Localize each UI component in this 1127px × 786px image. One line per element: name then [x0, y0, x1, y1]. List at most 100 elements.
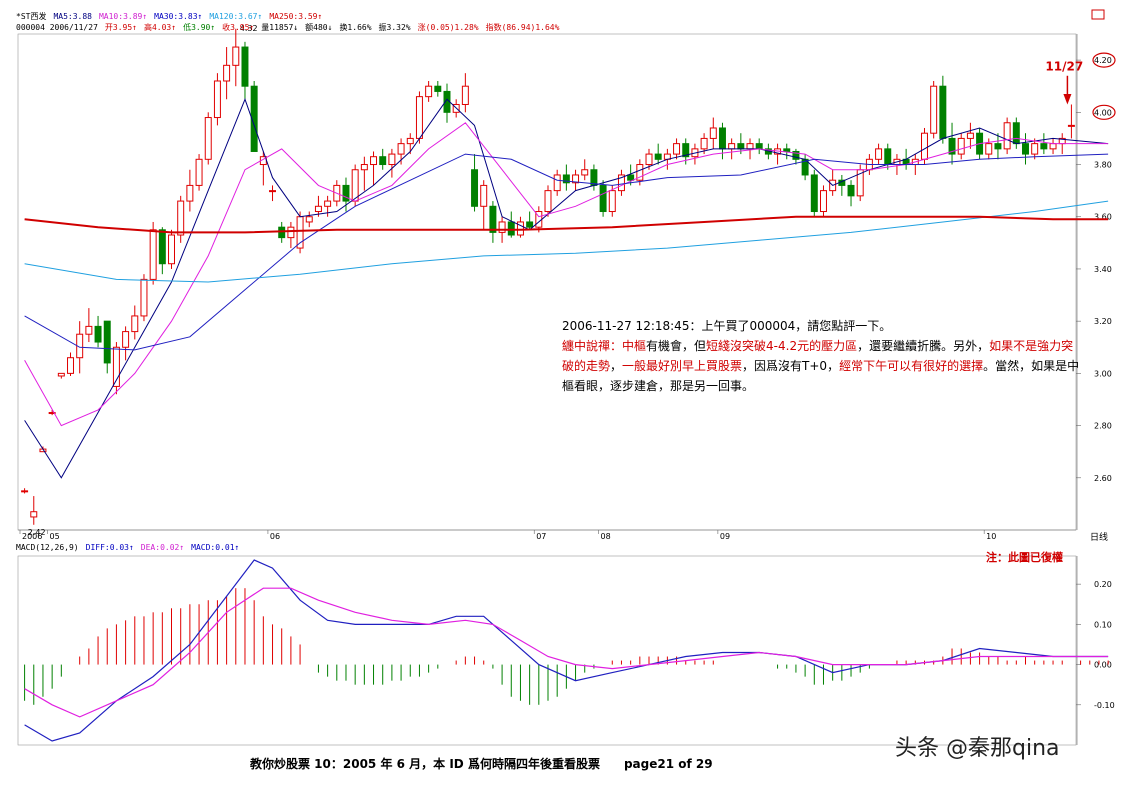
candle-body-55: [526, 221, 534, 228]
comment-segment-0: 纏中說禪：中樞: [562, 339, 647, 353]
header2-item-4: 收3.95↑: [222, 23, 255, 32]
header2-item-1: 开3.95↑: [104, 23, 137, 32]
comment-segment-6: 一般最好別早上買股票: [622, 359, 743, 373]
candle-body-37: [360, 164, 368, 171]
candle-body-51: [489, 205, 497, 233]
candle-body-39: [379, 156, 387, 166]
time-label-3: 07: [536, 532, 546, 541]
header2-item-2: 高4.03↑: [143, 23, 177, 32]
comment-segment-7: ，因爲沒有T+0，: [742, 359, 840, 373]
candle-body-61: [581, 169, 589, 176]
candle-body-67: [636, 164, 644, 181]
candle-body-79: [746, 143, 754, 150]
header2-item-0: 000004 2006/11/27: [16, 23, 98, 32]
candle-body-17: [177, 200, 185, 236]
period-label: 日线: [1090, 531, 1108, 543]
ma-line-ma30: [24, 153, 1109, 351]
low-price-label: 2.42: [28, 528, 46, 537]
price-tick-label-2: 3.80: [1094, 161, 1112, 170]
candle-body-76: [718, 127, 726, 150]
candle-body-10: [112, 346, 120, 387]
candle-body-4: [57, 372, 65, 377]
price-tick-label-8: 2.60: [1094, 474, 1112, 483]
price-tick-label-7: 2.80: [1094, 422, 1112, 431]
comment-segment-4: 如果不是強力突破的走勢: [562, 339, 1074, 373]
ma-line-ma5: [24, 97, 1109, 479]
candle-body-16: [168, 234, 175, 265]
candle-body-58: [553, 174, 561, 192]
candle-body-84: [792, 150, 800, 160]
candle-body-18: [186, 184, 194, 202]
ma-line-ma120: [24, 200, 1109, 283]
candle-body-29: [287, 226, 295, 239]
header1-item-0: *ST西发: [16, 12, 47, 21]
candle-body-77: [728, 143, 736, 150]
price-tick-label-4: 3.40: [1094, 265, 1112, 274]
candle-body-83: [783, 148, 791, 152]
candle-body-27: [269, 190, 277, 193]
indicator-header-line1: *ST西发 MA5:3.88 MA10:3.89↑ MA30:3.83↑ MA120:3…: [16, 12, 329, 22]
candle-body-102: [957, 137, 965, 155]
candle-body-8: [94, 325, 102, 343]
candle-body-105: [985, 143, 993, 155]
candle-body-22: [223, 64, 231, 82]
candle-body-53: [507, 221, 515, 236]
dea-line: [24, 587, 1109, 718]
candle-body-7: [85, 325, 93, 335]
candle-body-103: [966, 132, 974, 139]
macd-tick-label-2: 0.00: [1094, 661, 1112, 670]
price-panel-frame: [17, 33, 1077, 531]
candle-body-78: [737, 143, 745, 150]
candle-body-32: [314, 205, 322, 213]
macd-tick-label-1: 0.10: [1094, 620, 1112, 629]
candle-body-31: [305, 216, 313, 223]
comment-segment-9: 。當然，如果是中樞看眼，逐步建倉，那是另一回事。: [562, 359, 1080, 393]
candle-body-69: [654, 153, 662, 160]
comment-segment-1: 有機會，但: [646, 339, 707, 353]
candle-body-94: [884, 148, 892, 166]
candle-body-35: [342, 184, 350, 202]
candle-body-98: [921, 132, 928, 160]
candle-body-86: [810, 174, 818, 213]
candle-body-59: [562, 174, 570, 184]
time-label-6: 10: [986, 532, 996, 541]
candle-body-72: [682, 143, 690, 158]
candle-body-111: [1040, 143, 1048, 150]
candle-body-49: [471, 169, 479, 207]
time-label-1: 05: [50, 532, 60, 541]
candle-body-25: [250, 85, 258, 152]
candle-body-75: [709, 127, 717, 139]
macd-header-item-3: MACD:0.01↑: [191, 543, 240, 552]
candle-body-60: [572, 174, 580, 184]
candle-body-24: [241, 46, 249, 87]
comment-segment-3: ，還要繼續折騰。另外，: [857, 339, 990, 353]
candle-body-9: [103, 320, 111, 364]
candle-body-20: [204, 117, 212, 160]
price-tick-label-0: 4.20: [1094, 56, 1112, 65]
candle-body-74: [700, 137, 708, 150]
header2-item-3: 低3.90↑: [183, 23, 216, 32]
candle-body-107: [1003, 122, 1011, 150]
candle-body-19: [195, 158, 203, 186]
comment-question: 2006-11-27 12:18:45：上午買了000004，請您點評一下。: [562, 319, 892, 333]
current-date-label: 11/27: [1045, 60, 1083, 74]
axis-highlight-circle-1: [1092, 104, 1116, 120]
candle-body-65: [617, 174, 625, 192]
candle-body-14: [149, 229, 157, 280]
page-footer: 教你炒股票 10：2005 年 6 月，本 ID 爲何時隔四年後重看股票 pag…: [250, 757, 713, 771]
candle-body-112: [1049, 143, 1057, 150]
ma-line-ma10: [24, 122, 1109, 427]
header1-item-2: MA10:3.89↑: [98, 12, 148, 21]
candle-body-23: [232, 46, 240, 66]
candle-body-43: [415, 96, 423, 139]
price-tick-label-1: 4.00: [1094, 108, 1112, 117]
candle-body-54: [516, 221, 524, 236]
candle-body-40: [388, 153, 396, 166]
header2-item-9: 涨(0.05)1.28%: [417, 23, 479, 32]
header2-item-7: 换1.66%: [339, 23, 372, 32]
candle-body-68: [645, 153, 653, 166]
candle-body-87: [819, 190, 827, 213]
macd-tick-label-0: 0.20: [1094, 580, 1112, 589]
